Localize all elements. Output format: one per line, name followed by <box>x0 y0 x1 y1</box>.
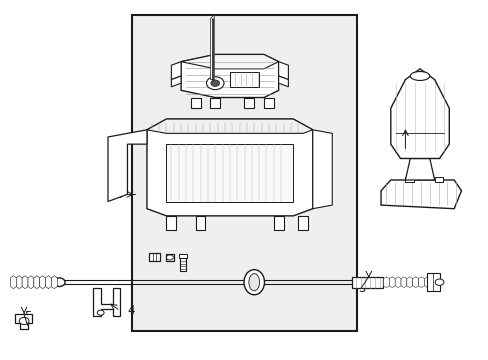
Polygon shape <box>278 76 288 87</box>
Bar <box>180 256 185 271</box>
Polygon shape <box>171 62 181 80</box>
Polygon shape <box>394 277 400 288</box>
Circle shape <box>166 255 173 260</box>
Polygon shape <box>10 276 16 289</box>
Bar <box>405 177 413 182</box>
Polygon shape <box>383 277 388 288</box>
Bar <box>351 277 383 288</box>
Polygon shape <box>210 98 220 108</box>
Bar <box>229 72 259 87</box>
Polygon shape <box>388 277 394 288</box>
Polygon shape <box>45 276 51 289</box>
Polygon shape <box>147 119 312 134</box>
Ellipse shape <box>244 270 264 295</box>
Polygon shape <box>244 98 254 108</box>
Bar <box>149 253 160 261</box>
Polygon shape <box>278 62 288 80</box>
Text: 5: 5 <box>24 310 31 323</box>
Polygon shape <box>28 276 34 289</box>
Circle shape <box>53 278 65 287</box>
Circle shape <box>19 318 29 324</box>
Polygon shape <box>195 216 205 230</box>
Polygon shape <box>147 119 312 216</box>
Polygon shape <box>16 276 22 289</box>
Bar <box>165 254 174 261</box>
Polygon shape <box>405 158 434 180</box>
Polygon shape <box>190 98 200 108</box>
Bar <box>434 177 443 182</box>
Bar <box>166 144 293 202</box>
Circle shape <box>97 310 104 315</box>
Polygon shape <box>181 54 278 98</box>
Polygon shape <box>181 54 278 69</box>
Polygon shape <box>93 288 120 316</box>
Polygon shape <box>51 276 57 289</box>
Polygon shape <box>406 277 412 288</box>
Bar <box>132 15 356 330</box>
Polygon shape <box>400 277 406 288</box>
Ellipse shape <box>248 274 259 291</box>
Polygon shape <box>312 130 331 209</box>
Ellipse shape <box>409 72 429 81</box>
Polygon shape <box>40 276 45 289</box>
Text: 3: 3 <box>357 282 365 295</box>
Polygon shape <box>210 15 214 80</box>
Polygon shape <box>298 216 307 230</box>
Circle shape <box>210 80 219 86</box>
Polygon shape <box>427 273 439 291</box>
Polygon shape <box>273 216 283 230</box>
Polygon shape <box>166 216 176 230</box>
Text: 2: 2 <box>412 145 419 158</box>
Text: 4: 4 <box>127 305 135 318</box>
Polygon shape <box>412 277 418 288</box>
Bar <box>178 254 187 258</box>
Polygon shape <box>264 98 273 108</box>
Text: 1: 1 <box>115 188 122 201</box>
Polygon shape <box>34 276 40 289</box>
Polygon shape <box>22 276 28 289</box>
Polygon shape <box>418 277 424 288</box>
Circle shape <box>206 77 224 90</box>
Polygon shape <box>424 277 429 288</box>
Polygon shape <box>15 315 32 329</box>
Circle shape <box>434 279 443 285</box>
Polygon shape <box>390 69 448 158</box>
Polygon shape <box>108 130 147 202</box>
Polygon shape <box>171 76 181 87</box>
Polygon shape <box>380 180 461 209</box>
